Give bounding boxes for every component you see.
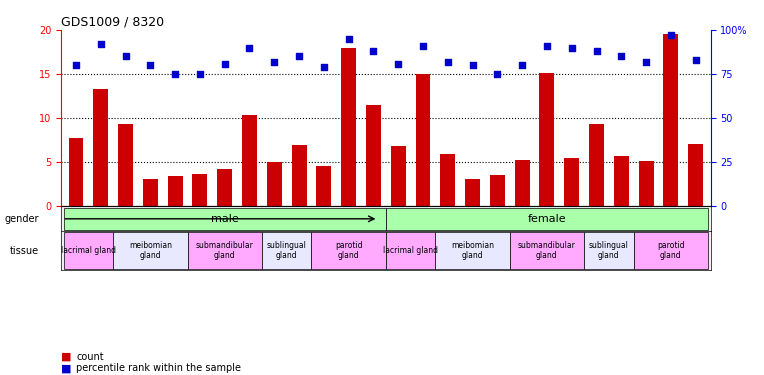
FancyBboxPatch shape	[584, 232, 633, 269]
FancyBboxPatch shape	[633, 232, 708, 269]
Point	[516, 62, 528, 68]
FancyBboxPatch shape	[312, 232, 386, 269]
Point	[342, 36, 354, 42]
Bar	[342, 48, 356, 207]
Text: parotid
gland: parotid gland	[657, 241, 685, 260]
Point	[244, 45, 256, 51]
Text: gender: gender	[5, 214, 39, 224]
Text: ■: ■	[61, 352, 72, 362]
Bar	[465, 179, 480, 207]
Bar	[589, 124, 604, 207]
Point	[591, 48, 603, 54]
Text: meibomian
gland: meibomian gland	[129, 241, 172, 260]
Bar	[316, 166, 332, 207]
Text: count: count	[76, 352, 104, 362]
Bar	[217, 168, 232, 207]
Text: parotid
gland: parotid gland	[335, 241, 362, 260]
Bar	[416, 74, 430, 207]
Point	[318, 64, 330, 70]
Point	[293, 54, 305, 60]
Text: tissue: tissue	[10, 246, 39, 256]
FancyBboxPatch shape	[262, 232, 312, 269]
Point	[491, 71, 503, 77]
Point	[95, 41, 107, 47]
Text: submandibular
gland: submandibular gland	[196, 241, 254, 260]
Point	[70, 62, 82, 68]
Bar	[93, 89, 108, 207]
Bar	[366, 105, 381, 207]
FancyBboxPatch shape	[386, 232, 435, 269]
Point	[690, 57, 702, 63]
Bar	[168, 176, 183, 207]
Bar	[267, 162, 282, 207]
Point	[467, 62, 479, 68]
Point	[219, 60, 231, 66]
Point	[640, 59, 652, 65]
Point	[194, 71, 206, 77]
FancyBboxPatch shape	[113, 232, 187, 269]
Text: lacrimal gland: lacrimal gland	[383, 246, 438, 255]
Point	[392, 60, 404, 66]
Bar	[515, 160, 529, 207]
Text: sublingual
gland: sublingual gland	[267, 241, 306, 260]
Text: lacrimal gland: lacrimal gland	[61, 246, 116, 255]
Bar	[490, 175, 505, 207]
Bar	[539, 73, 555, 207]
Text: GDS1009 / 8320: GDS1009 / 8320	[61, 16, 164, 29]
Point	[615, 54, 627, 60]
FancyBboxPatch shape	[386, 208, 708, 230]
Text: female: female	[528, 214, 566, 224]
Point	[367, 48, 380, 54]
Bar	[390, 147, 406, 207]
Point	[565, 45, 578, 51]
Text: sublingual
gland: sublingual gland	[589, 241, 629, 260]
Bar	[292, 145, 306, 207]
Bar	[440, 154, 455, 207]
FancyBboxPatch shape	[510, 232, 584, 269]
Text: meibomian
gland: meibomian gland	[451, 241, 494, 260]
FancyBboxPatch shape	[187, 232, 262, 269]
Text: male: male	[211, 214, 238, 224]
Bar	[639, 160, 653, 207]
Bar	[143, 179, 158, 207]
Point	[665, 32, 677, 38]
Text: submandibular
gland: submandibular gland	[518, 241, 576, 260]
Bar	[613, 156, 629, 207]
Point	[541, 43, 553, 49]
Point	[417, 43, 429, 49]
Bar	[663, 34, 678, 207]
Bar	[69, 138, 83, 207]
Point	[268, 59, 280, 65]
Bar	[118, 124, 133, 207]
Text: ■: ■	[61, 363, 72, 373]
Point	[169, 71, 181, 77]
Bar	[565, 158, 579, 207]
FancyBboxPatch shape	[63, 232, 113, 269]
Bar	[193, 174, 207, 207]
FancyBboxPatch shape	[63, 208, 386, 230]
Text: percentile rank within the sample: percentile rank within the sample	[76, 363, 241, 373]
Bar	[688, 144, 703, 207]
Point	[119, 54, 131, 60]
FancyBboxPatch shape	[435, 232, 510, 269]
Point	[144, 62, 157, 68]
Bar	[242, 115, 257, 207]
Point	[442, 59, 454, 65]
